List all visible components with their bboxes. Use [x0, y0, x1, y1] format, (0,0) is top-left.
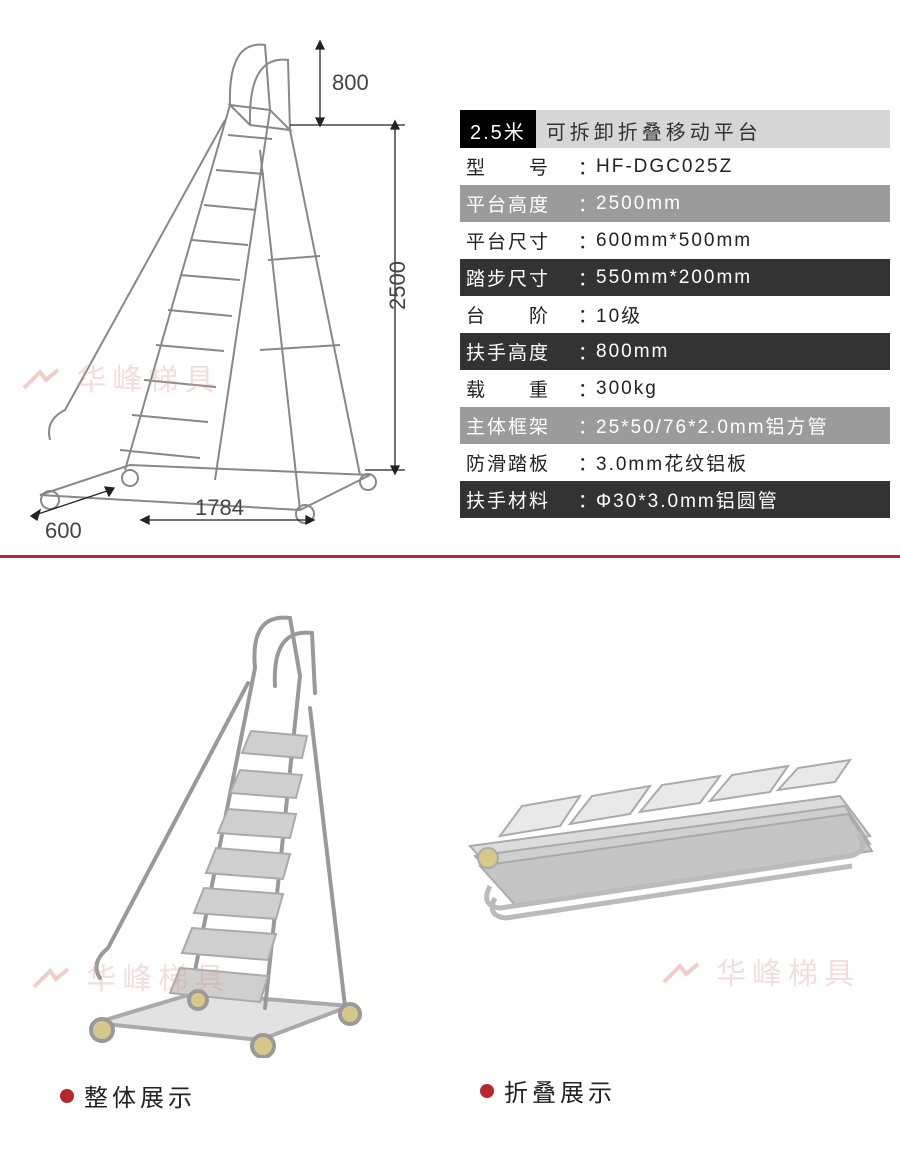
dim-800: 800: [332, 70, 369, 95]
spec-label: 主体框架: [460, 412, 578, 439]
spec-label: 防滑踏板: [460, 449, 578, 476]
product-full-photo: 华峰梯具: [20, 598, 420, 1058]
dim-1784: 1784: [195, 495, 244, 520]
spec-value: 600mm*500mm: [596, 230, 890, 252]
spec-row: 主体框架：25*50/76*2.0mm铝方管: [460, 407, 890, 444]
spec-label: 踏步尺寸: [460, 264, 578, 291]
spec-value: 300kg: [596, 378, 890, 400]
spec-title-badge: 2.5米: [460, 110, 536, 148]
spec-label: 平台高度: [460, 190, 578, 217]
spec-row: 平台尺寸：600mm*500mm: [460, 222, 890, 259]
spec-value: 10级: [596, 301, 890, 328]
spec-row: 台 阶：10级: [460, 296, 890, 333]
spec-row: 扶手高度：800mm: [460, 333, 890, 370]
spec-label: 扶手高度: [460, 338, 578, 365]
spec-label: 台 阶: [460, 301, 578, 328]
spec-row: 防滑踏板：3.0mm花纹铝板: [460, 444, 890, 481]
bullet-icon: [480, 1084, 494, 1098]
spec-row: 平台高度：2500mm: [460, 185, 890, 222]
spec-value: 800mm: [596, 341, 890, 363]
dimension-diagram: 800 2500 1784 600 华峰梯具: [10, 10, 440, 525]
spec-label: 载 重: [460, 375, 578, 402]
spec-row: 型 号：HF-DGC025Z: [460, 148, 890, 185]
section-divider: [0, 555, 900, 558]
spec-value: 2500mm: [596, 193, 890, 215]
dim-2500: 2500: [385, 261, 410, 310]
caption-full: 整体展示: [20, 1058, 420, 1113]
spec-row: 扶手材料：Φ30*3.0mm铝圆管: [460, 481, 890, 518]
dim-600: 600: [45, 518, 82, 540]
spec-label: 扶手材料: [460, 486, 578, 513]
spec-value: Φ30*3.0mm铝圆管: [596, 486, 890, 513]
spec-table: 2.5米 可拆卸折叠移动平台 型 号：HF-DGC025Z平台高度：2500mm…: [460, 110, 890, 525]
spec-label: 型 号: [460, 153, 578, 180]
spec-row: 踏步尺寸：550mm*200mm: [460, 259, 890, 296]
spec-value: 25*50/76*2.0mm铝方管: [596, 412, 890, 439]
spec-row: 载 重：300kg: [460, 370, 890, 407]
caption-folded: 折叠展示: [440, 1053, 880, 1108]
spec-value: 3.0mm花纹铝板: [596, 449, 890, 476]
spec-label: 平台尺寸: [460, 227, 578, 254]
spec-value: 550mm*200mm: [596, 267, 890, 289]
bullet-icon: [60, 1089, 74, 1103]
spec-title-sub: 可拆卸折叠移动平台: [536, 110, 890, 148]
product-folded-photo: 华峰梯具: [440, 598, 880, 1053]
caption-folded-text: 折叠展示: [504, 1073, 616, 1108]
caption-full-text: 整体展示: [84, 1078, 196, 1113]
spec-value: HF-DGC025Z: [596, 156, 890, 178]
